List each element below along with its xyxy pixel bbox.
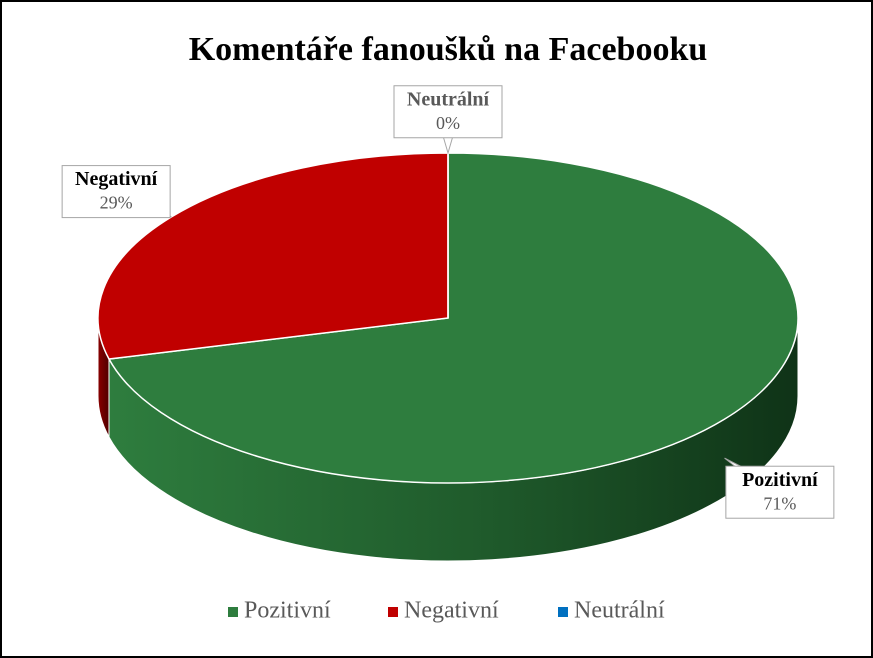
chart-title: Komentáře fanoušků na Facebooku	[189, 31, 708, 68]
callout-category: Pozitivní	[742, 469, 818, 491]
legend: Pozitivní Negativní Neutrální	[228, 598, 665, 624]
legend-label: Neutrální	[574, 598, 665, 624]
callout-value: 0%	[436, 113, 460, 133]
legend-swatch	[558, 607, 568, 617]
legend-swatch	[388, 607, 398, 617]
slice	[97, 152, 449, 360]
legend-label: Negativní	[404, 598, 499, 624]
callout-category: Negativní	[75, 168, 158, 190]
callout-value: 71%	[763, 493, 796, 513]
legend-swatch	[228, 607, 238, 617]
callout-box	[725, 465, 835, 519]
callout-value: 29%	[100, 193, 133, 213]
pie	[97, 152, 799, 562]
callout-category: Neutrální	[407, 88, 490, 110]
legend-label: Pozitivní	[244, 598, 331, 624]
slice	[107, 152, 799, 484]
callout-box	[393, 85, 503, 139]
callout-box	[61, 165, 171, 219]
